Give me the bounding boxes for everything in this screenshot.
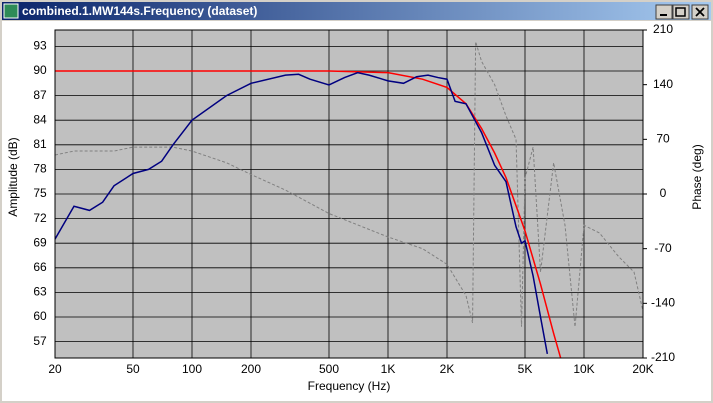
x-axis-label: Frequency (Hz)	[308, 379, 391, 393]
y2-tick-label: 210	[653, 22, 673, 36]
y2-tick-label: 70	[656, 132, 670, 146]
y2-tick-label: -140	[651, 296, 675, 310]
x-tick-label: 20	[48, 362, 62, 376]
series-line	[55, 70, 562, 358]
y-tick-label: 90	[33, 63, 47, 77]
y2-tick-label: -70	[654, 241, 672, 255]
x-tick-label: 1K	[381, 362, 396, 376]
x-tick-label: 2K	[440, 362, 455, 376]
minimize-button[interactable]	[655, 4, 673, 20]
y-tick-label: 69	[33, 235, 47, 249]
plot-border	[54, 29, 644, 359]
y-tick-label: 93	[33, 39, 47, 53]
y2-axis-label: Phase (deg)	[690, 144, 704, 209]
window-title: combined.1.MW144s.Frequency (dataset)	[22, 4, 257, 18]
y-tick-label: 75	[33, 186, 47, 200]
title-bar	[2, 2, 711, 20]
x-tick-label: 5K	[518, 362, 533, 376]
series-line	[55, 71, 549, 355]
y2-tick-label: 0	[660, 186, 667, 200]
y-tick-label: 81	[33, 137, 47, 151]
y-tick-label: 72	[33, 211, 47, 225]
x-tick-label: 50	[126, 362, 140, 376]
maximize-button[interactable]	[672, 4, 690, 20]
y-tick-label: 84	[33, 112, 47, 126]
window-icon	[3, 3, 19, 19]
y-axis-label: Amplitude (dB)	[6, 137, 20, 216]
y-tick-label: 78	[33, 162, 47, 176]
x-tick-label: 100	[182, 362, 202, 376]
x-tick-label: 10K	[573, 362, 594, 376]
y-tick-label: 63	[33, 285, 47, 299]
x-tick-label: 200	[241, 362, 261, 376]
y-tick-label: 87	[33, 88, 47, 102]
x-tick-label: 500	[319, 362, 339, 376]
y2-tick-label: -210	[651, 350, 675, 364]
close-button[interactable]	[691, 4, 709, 20]
y-tick-label: 60	[33, 309, 47, 323]
x-tick-label: 20K	[632, 362, 653, 376]
y2-tick-label: 140	[653, 77, 673, 91]
y-tick-label: 66	[33, 260, 47, 274]
y-tick-label: 57	[33, 334, 47, 348]
series-line	[55, 41, 643, 327]
